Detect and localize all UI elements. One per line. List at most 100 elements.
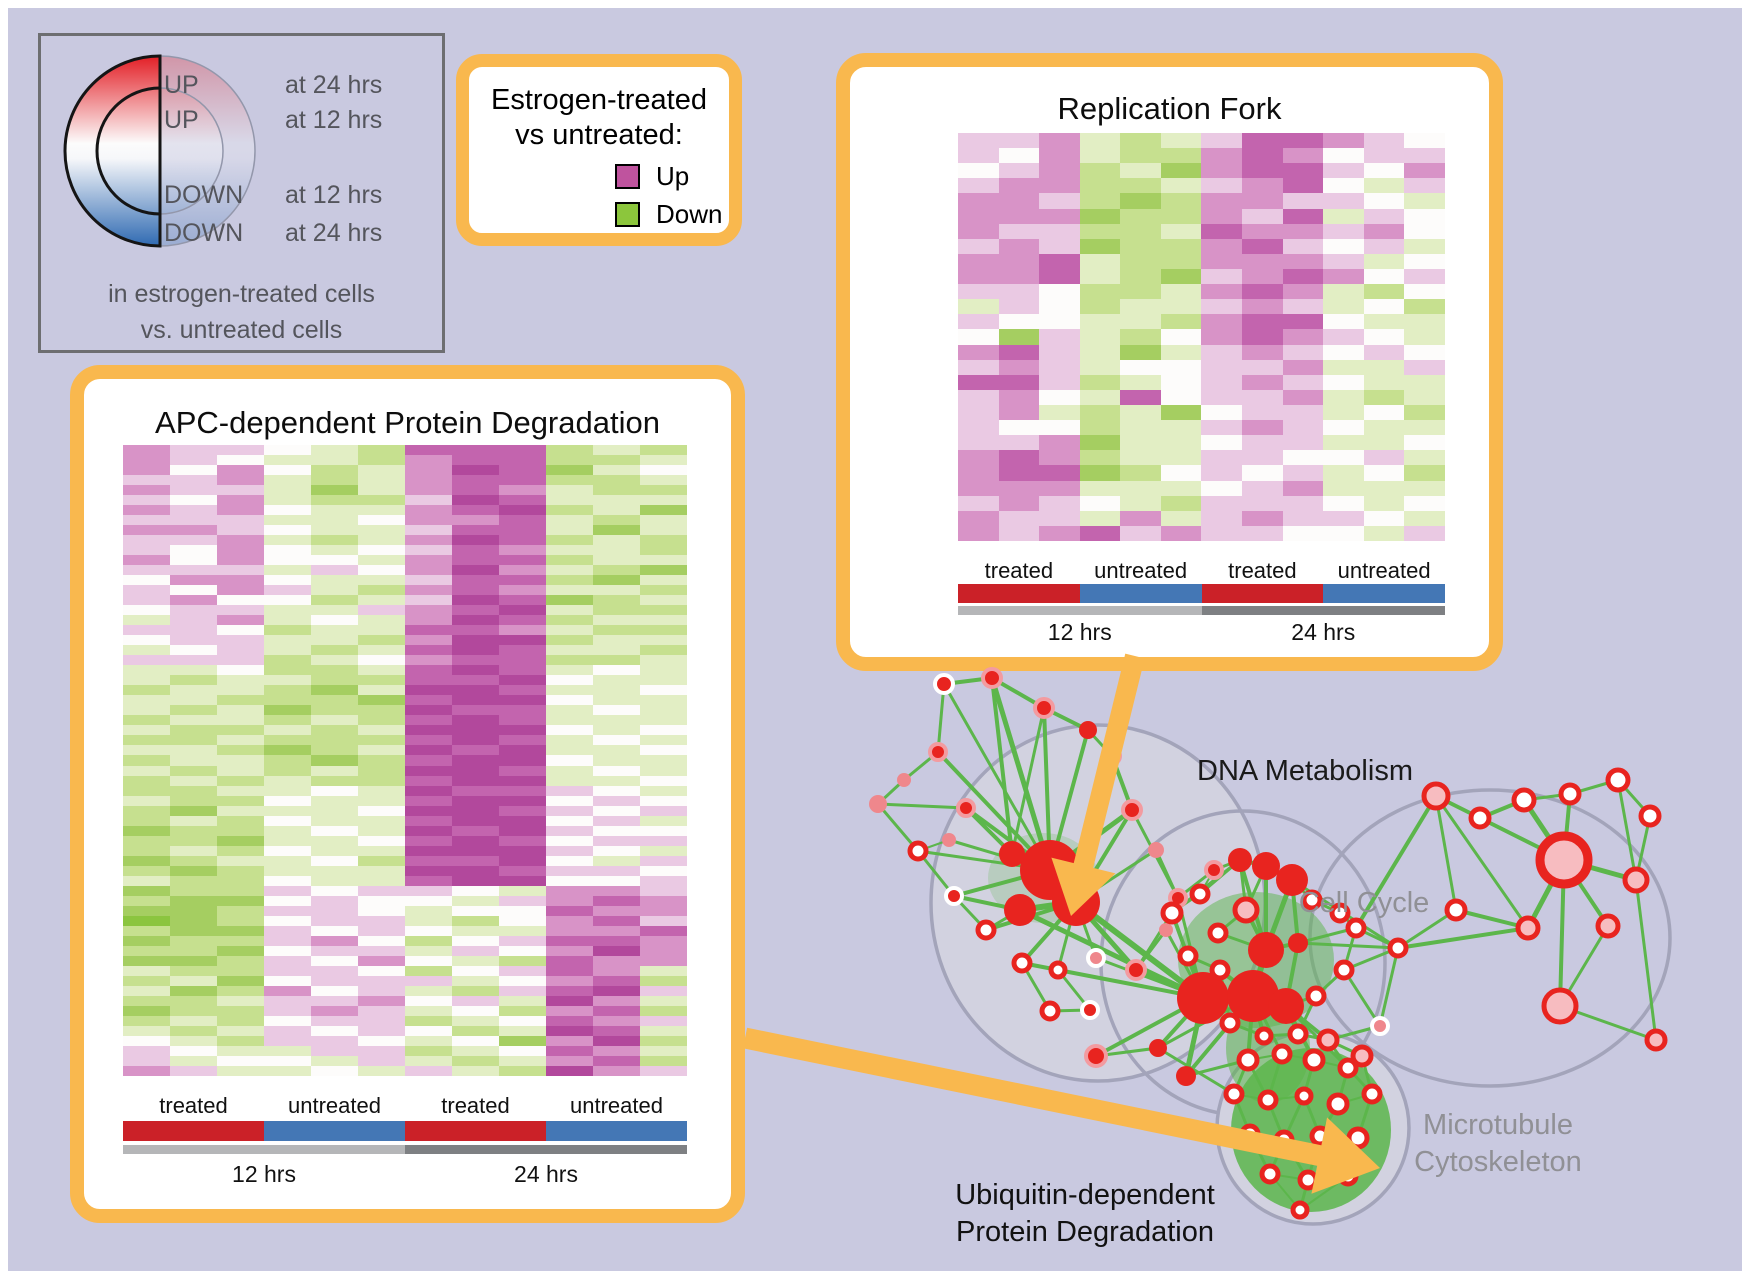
heatmap-cell (405, 515, 452, 526)
legend-item-down: Down (615, 199, 729, 230)
heatmap-cell (1039, 374, 1080, 390)
heatmap-cell (1282, 314, 1324, 330)
heatmap-cell (546, 905, 593, 916)
heatmap-cell (311, 605, 358, 616)
heatmap-cell (217, 465, 264, 476)
heatmap-cell (593, 745, 640, 756)
interaction-edge (1266, 1052, 1284, 1102)
heatmap-cell (123, 1045, 170, 1056)
heatmap-cell (499, 985, 546, 996)
heatmap-cell (1201, 268, 1243, 285)
heatmap-cell (998, 450, 1040, 466)
updown-legend-title-line1: Estrogen-treated (490, 84, 707, 116)
gene-node (907, 840, 929, 862)
heatmap-cell (499, 735, 546, 746)
heatmap-cell (593, 715, 640, 726)
interaction-edge (1198, 858, 1242, 896)
heatmap-cell (499, 485, 546, 496)
heatmap-cell (405, 1065, 452, 1076)
heatmap-cell (217, 525, 264, 536)
interaction-edge (1048, 1008, 1092, 1013)
heatmap-cell (1323, 223, 1364, 239)
heatmap-cell (1039, 148, 1080, 164)
heatmap-cell (358, 735, 405, 746)
heatmap-cell (593, 735, 640, 746)
interaction-edge (1296, 994, 1318, 1036)
gene-node (1305, 985, 1327, 1007)
heatmap-cell (123, 605, 170, 616)
interaction-edge (1434, 794, 1530, 930)
heatmap-cell (358, 585, 405, 596)
heatmap-cell (499, 915, 546, 926)
interaction-edge (1338, 911, 1358, 930)
heatmap-cell (405, 855, 452, 866)
heatmap-cell (546, 995, 593, 1006)
heatmap-cell (452, 1045, 499, 1056)
heatmap-cell (593, 725, 640, 736)
interaction-edge (1282, 1094, 1306, 1142)
heatmap-cell (264, 1055, 311, 1066)
heatmap-cell (358, 855, 405, 866)
heatmap-cell (217, 845, 264, 856)
cluster-ellipse (1308, 788, 1672, 1088)
heatmap-cell (998, 163, 1040, 179)
heatmap-cell (123, 525, 170, 536)
heatmap-cell (358, 595, 405, 606)
interaction-edge (1010, 706, 1046, 856)
interaction-edge (1248, 1132, 1272, 1176)
heatmap-cell (123, 575, 170, 586)
heatmap-cell (405, 1035, 452, 1046)
heatmap-cell (640, 675, 687, 686)
heatmap-cell (593, 595, 640, 606)
heatmap-cell (593, 1015, 640, 1026)
heatmap-cell (640, 925, 687, 936)
heatmap-cell (1079, 329, 1121, 345)
heatmap-cell (640, 635, 687, 646)
interaction-edge (1246, 994, 1255, 1062)
heatmap-cell (499, 755, 546, 766)
heatmap-cell (123, 565, 170, 576)
heatmap-cell (264, 835, 311, 846)
heatmap-cell (170, 475, 217, 486)
time-labels: 12 hrs 24 hrs (958, 619, 1445, 645)
heatmap-cell (123, 625, 170, 636)
heatmap-cell (958, 525, 999, 541)
heatmap-cell (1039, 329, 1080, 345)
interaction-edge (1094, 956, 1205, 1000)
interaction-edge (1134, 911, 1174, 972)
heatmap-cell (358, 455, 405, 466)
gene-node (1084, 1044, 1108, 1068)
heatmap-cell (546, 955, 593, 966)
interaction-edge (1336, 1066, 1350, 1106)
heatmap-cell (217, 625, 264, 636)
heatmap-cell (546, 965, 593, 976)
heatmap-cell (1404, 284, 1445, 300)
heatmap-cell (311, 965, 358, 976)
heatmap-cell (452, 475, 499, 486)
heatmap-cell (358, 675, 405, 686)
heatmap-cell (1160, 329, 1202, 345)
heatmap-cell (640, 705, 687, 716)
interaction-edge (1296, 941, 1400, 950)
heatmap-cell (452, 975, 499, 986)
heatmap-cell (1404, 208, 1445, 224)
gene-node (1257, 1089, 1279, 1111)
heatmap-cell (311, 795, 358, 806)
interaction-edge (1434, 794, 1482, 820)
heatmap-cell (217, 645, 264, 656)
gene-node (1254, 1026, 1274, 1046)
heatmap-cell (170, 615, 217, 626)
gene-node (1011, 952, 1033, 974)
heatmap-cell (1404, 329, 1445, 345)
interaction-edge (1094, 996, 1205, 1058)
heatmap-cell (405, 715, 452, 726)
heatmap-cell (170, 485, 217, 496)
heatmap-cell (217, 815, 264, 826)
heatmap-cell (452, 1025, 499, 1036)
heatmap-cell (311, 905, 358, 916)
interaction-edge (1232, 1058, 1250, 1096)
heatmap-cell (499, 585, 546, 596)
heatmap-cell (546, 895, 593, 906)
interaction-edge (1048, 728, 1090, 872)
heatmap-cell (1242, 404, 1283, 421)
